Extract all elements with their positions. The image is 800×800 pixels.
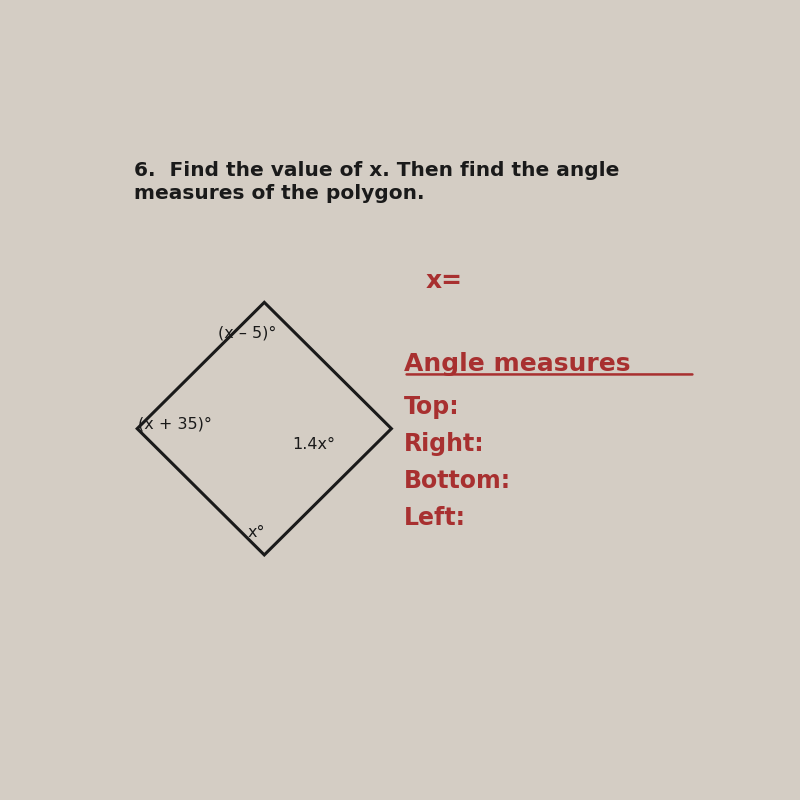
- Text: 1.4x°: 1.4x°: [292, 437, 335, 451]
- Text: x°: x°: [247, 525, 265, 540]
- Polygon shape: [138, 302, 391, 555]
- Text: 6.  Find the value of x. Then find the angle: 6. Find the value of x. Then find the an…: [134, 161, 619, 180]
- Text: (x + 35)°: (x + 35)°: [138, 416, 212, 431]
- Text: (x – 5)°: (x – 5)°: [218, 326, 276, 341]
- Text: measures of the polygon.: measures of the polygon.: [134, 184, 425, 203]
- Text: Top:: Top:: [404, 395, 459, 419]
- Text: Left:: Left:: [404, 506, 466, 530]
- Text: x=: x=: [426, 269, 462, 293]
- Text: Right:: Right:: [404, 432, 485, 456]
- Text: Bottom:: Bottom:: [404, 469, 511, 493]
- Text: Angle measures: Angle measures: [404, 352, 630, 376]
